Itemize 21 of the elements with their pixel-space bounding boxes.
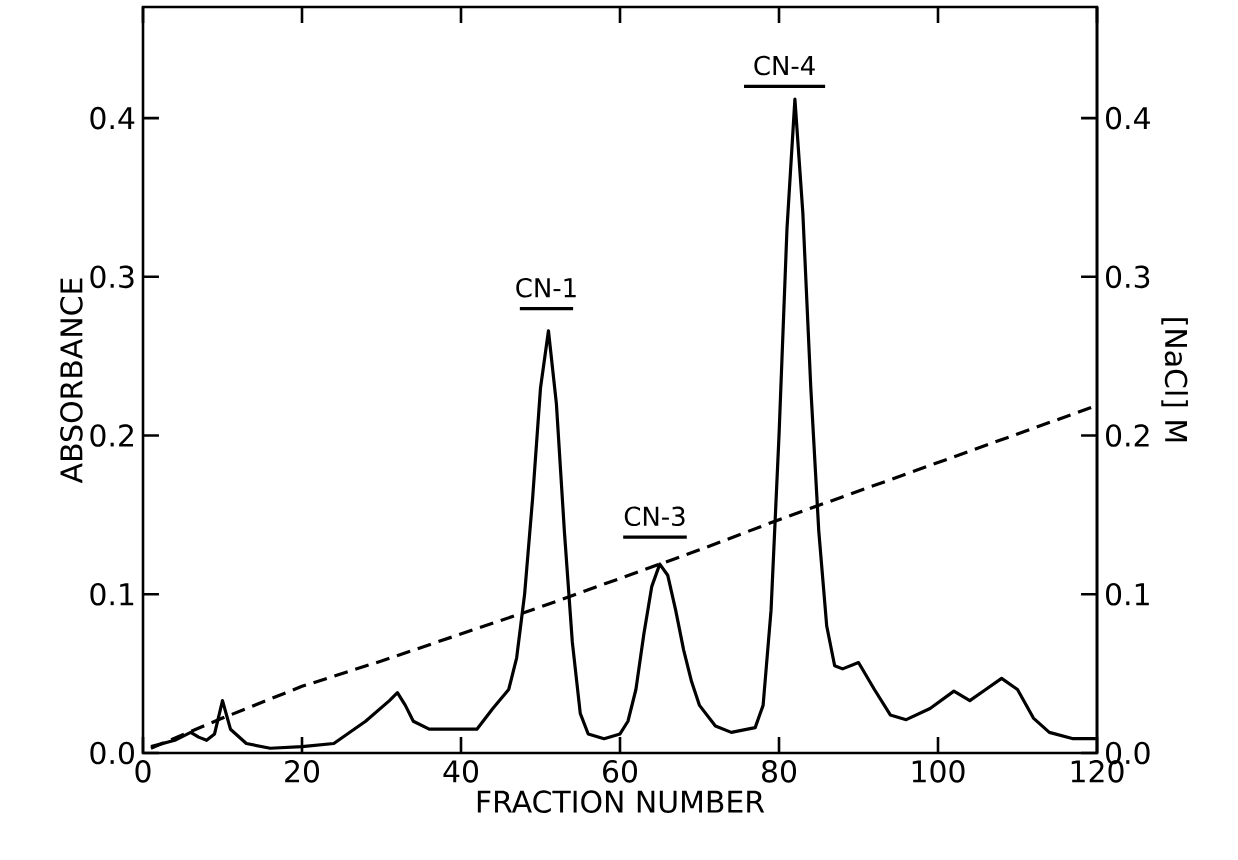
y-tick-label: 0.4	[90, 106, 135, 130]
x-tick-label: 100	[912, 760, 965, 783]
y2-tick-label: 0.4	[1106, 106, 1150, 130]
annotation: CN-4	[754, 55, 815, 76]
y-tick-label: 0.1	[90, 582, 134, 606]
x-tick-label: 80	[762, 760, 797, 783]
x-tick-label: 0	[135, 760, 151, 783]
x-tick-label: 20	[285, 760, 320, 783]
y2-tick-label: 0.1	[1106, 582, 1149, 606]
y-tick-label: 0.2	[90, 424, 133, 447]
y-tick-label: 0.0	[90, 741, 134, 765]
annotation: CN-3	[624, 506, 685, 527]
y2-tick-label: 0.2	[1106, 424, 1149, 447]
x-tick-label: 40	[443, 760, 479, 783]
x-tick-label: 60	[603, 760, 638, 783]
y-axis-title: ABSORBANCE	[60, 278, 83, 484]
x-axis-title: FRACTION NUMBER	[477, 790, 765, 813]
y2-axis-title: [NaCl] M	[1161, 318, 1188, 442]
annotation: CN-1	[516, 277, 576, 298]
y2-tick-label: 0.3	[1106, 265, 1150, 289]
y-tick-label: 0.3	[90, 265, 134, 289]
